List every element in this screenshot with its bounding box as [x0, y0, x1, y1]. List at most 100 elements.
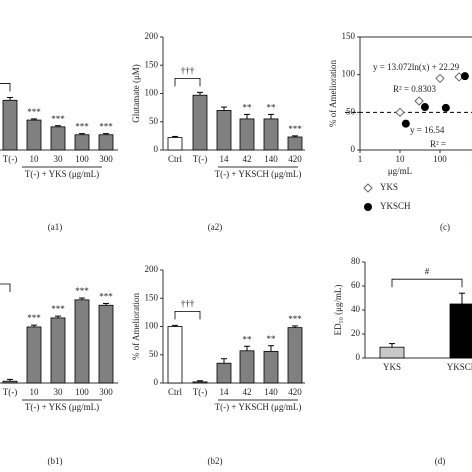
- bracket-label: †††: [181, 298, 195, 308]
- y-tick-label: 100: [145, 88, 159, 98]
- bar: [216, 362, 232, 384]
- significance: ***: [288, 314, 302, 324]
- significance: ***: [75, 122, 89, 132]
- bar: [26, 326, 42, 384]
- y-axis-label: % of Amelioration: [328, 60, 338, 127]
- bracket: [391, 278, 463, 288]
- x-tick-label: 42: [243, 154, 252, 164]
- bracket-label: †: [0, 271, 1, 281]
- x-axis-label: T(-) + YKSCH (μg/mL): [215, 402, 302, 412]
- x-tick-label: T(-): [3, 154, 18, 164]
- annotation: R² = 0.8303: [393, 84, 437, 94]
- bar: [216, 110, 232, 151]
- x-tick-label: 10: [396, 154, 406, 164]
- bar: [263, 350, 279, 384]
- significance: ***: [27, 313, 41, 323]
- bar: [50, 317, 66, 384]
- panel-label: (c): [440, 222, 450, 232]
- x-tick-label: T(-): [193, 154, 208, 164]
- bar: [263, 118, 279, 151]
- y-tick-label: 200: [145, 31, 159, 41]
- bracket: [174, 77, 201, 87]
- x-tick-label: 300: [99, 154, 113, 164]
- x-tick-label: Ctrl: [168, 154, 183, 164]
- x-tick-label: 30: [54, 387, 64, 397]
- point: [401, 119, 410, 128]
- y-tick-label: 200: [145, 264, 159, 274]
- point: [460, 72, 469, 81]
- x-tick-label: Ctrl: [168, 387, 183, 397]
- significance: ***: [51, 114, 65, 124]
- x-tick-label: 10: [30, 154, 40, 164]
- x-tick-label: 14: [220, 154, 230, 164]
- bracket-label: #: [425, 266, 430, 276]
- x-axis-label: T(-) + YKSCH (μg/mL): [215, 169, 302, 179]
- y-tick-label: 150: [145, 59, 159, 69]
- x-tick-label: YKSCH: [447, 362, 472, 372]
- significance: ***: [51, 304, 65, 314]
- point: [435, 73, 445, 84]
- y-tick-label: 100: [342, 69, 356, 79]
- y-tick-label: 40: [351, 304, 361, 314]
- y-tick-label: 150: [342, 31, 356, 41]
- y-tick-label: 0: [351, 144, 356, 154]
- bar: [379, 346, 405, 359]
- bar: [192, 381, 208, 384]
- bar: [239, 350, 255, 384]
- bracket: [174, 310, 201, 320]
- significance: **: [267, 102, 277, 112]
- x-tick-label: 420: [288, 387, 302, 397]
- significance: **: [243, 334, 253, 344]
- point: [420, 103, 429, 112]
- y-tick-label: 0: [356, 352, 361, 362]
- bar: [167, 137, 183, 151]
- bracket: [0, 283, 11, 293]
- bar: [167, 326, 183, 384]
- x-tick-label: 42: [243, 387, 252, 397]
- x-tick-label: 140: [264, 154, 278, 164]
- y-tick-label: 150: [145, 292, 159, 302]
- x-tick-label: 140: [264, 387, 278, 397]
- point: [414, 96, 424, 106]
- bar: [98, 134, 114, 151]
- bar: [287, 327, 303, 384]
- significance: ***: [99, 292, 113, 302]
- x-tick-label: T(-): [3, 387, 18, 397]
- y-tick-label: 0: [154, 144, 159, 154]
- x-tick-label: 420: [288, 154, 302, 164]
- y-tick-label: 80: [351, 256, 361, 266]
- x-tick-label: 100: [433, 154, 447, 164]
- x-tick-label: 10: [30, 387, 40, 397]
- y-tick-label: 0: [154, 377, 159, 387]
- legend-marker: [363, 183, 373, 193]
- panel-label: (a2): [208, 222, 223, 232]
- legend-label: YKS: [380, 182, 398, 192]
- significance: ***: [75, 286, 89, 296]
- x-tick-label: 300: [99, 387, 113, 397]
- significance: ***: [288, 124, 302, 134]
- significance: ***: [27, 107, 41, 117]
- point: [395, 107, 405, 118]
- bar: [2, 380, 18, 384]
- annotation: y = 13.072ln(x) + 22.29: [373, 62, 460, 72]
- bar: [192, 94, 208, 151]
- y-tick-label: 20: [351, 328, 361, 338]
- x-tick-label: T(-): [193, 387, 208, 397]
- x-axis-label: T(-) + YKS (μg/mL): [25, 402, 99, 412]
- y-tick-label: 50: [149, 349, 159, 359]
- panel-label: (d): [435, 456, 446, 466]
- legend-marker: [364, 203, 372, 211]
- x-tick-label: 1: [358, 154, 363, 164]
- panel-label: (b2): [208, 456, 223, 466]
- bracket: [0, 83, 11, 92]
- bar: [98, 304, 114, 384]
- bar: [74, 299, 90, 384]
- bar: [449, 303, 472, 359]
- annotation: R² =: [430, 139, 446, 149]
- x-tick-label: 100: [75, 387, 89, 397]
- bracket-label: †††: [181, 65, 195, 75]
- y-tick-label: 60: [351, 280, 361, 290]
- bar: [50, 126, 66, 151]
- significance: ***: [99, 122, 113, 132]
